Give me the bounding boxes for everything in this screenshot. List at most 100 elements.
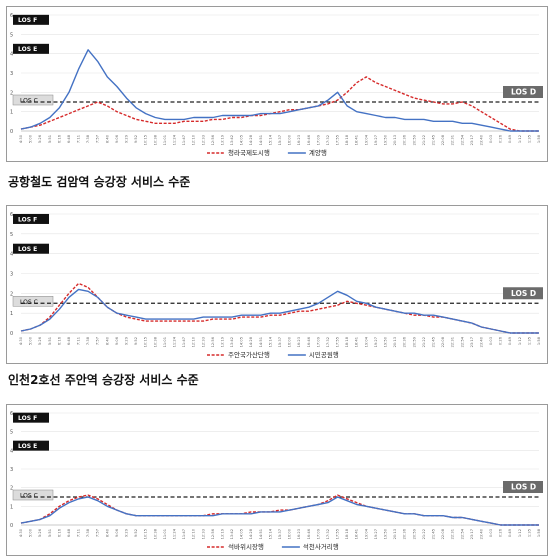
x-tick-label: 16:23	[297, 529, 301, 539]
x-tick-label: 12:33	[201, 337, 205, 347]
x-tick-label: 12:33	[201, 135, 205, 145]
x-tick-label: 6:16	[57, 134, 61, 143]
x-tick-label: 7:38	[86, 134, 90, 143]
x-tick-label: 20:36	[403, 134, 407, 145]
x-tick-label: 5:00	[29, 528, 33, 537]
x-tick-label: 23:17	[470, 135, 474, 145]
chart-panel-2: 0 1 2 3 4 5 6 LOS F LOS E LOS C LOS D 4:30 5:00 5:26 5…	[6, 205, 548, 364]
x-tick-label: 21:45	[431, 337, 435, 347]
x-tick-label: 21:22	[422, 337, 426, 347]
x-tick-label: 20:59	[412, 134, 416, 145]
x-tick-label: 7:57	[96, 337, 100, 345]
series-line-2	[20, 49, 539, 132]
x-tick-label: 11:01	[163, 337, 167, 347]
series-line-1	[20, 76, 539, 132]
x-tick-label: 16:23	[297, 337, 301, 347]
legend-label-2: 석천사거리행	[303, 542, 339, 551]
x-tick-label: 12:56	[211, 528, 215, 539]
x-tick-label: 22:31	[451, 529, 455, 539]
los-d-box	[503, 287, 543, 300]
x-tick-label: 19:50	[384, 336, 388, 347]
x-tick-label: 15:14	[268, 528, 272, 539]
x-tick-label: 1:12	[518, 529, 522, 537]
x-tick-label: 23:17	[470, 529, 474, 539]
x-tick-label: 19:27	[374, 337, 378, 347]
los-f-box	[13, 14, 49, 25]
x-tick-label: 9:06	[115, 528, 119, 537]
x-tick-label: 11:01	[163, 135, 167, 145]
y-tick-label: 1	[10, 504, 13, 510]
y-tick-label: 6	[10, 411, 13, 417]
x-tick-label: 22:54	[460, 134, 464, 145]
x-tick-label: 10:38	[153, 134, 157, 145]
x-tick-label: 11:24	[172, 134, 176, 145]
x-tick-label: 14:05	[240, 135, 244, 145]
x-tick-label: 22:08	[441, 528, 445, 539]
los-c-label: LOS C	[20, 98, 38, 105]
x-tick-label: 18:18	[345, 336, 349, 347]
x-tick-label: 16:00	[288, 336, 292, 347]
x-tick-label: 1:12	[518, 135, 522, 143]
x-tick-label: 10:15	[144, 529, 148, 539]
x-tick-label: 12:33	[201, 529, 205, 539]
x-tick-label: 16:46	[307, 336, 311, 347]
los-c-box	[12, 94, 54, 106]
x-tick-label: 6:16	[57, 336, 61, 345]
x-tick-label: 0:03	[489, 529, 493, 537]
chart-panel-3: 0 1 2 3 4 5 6 LOS F LOS E LOS C LOS D 4:30 5:00 5:26 5…	[6, 404, 548, 556]
los-e-label: LOS E	[18, 246, 37, 253]
chart-panel-1: 0 1 2 3 4 5 6 LOS F LOS E LOS C LOS D 4:30 5:00 5:26 5…	[6, 6, 548, 162]
x-tick-label: 1:58	[537, 528, 541, 537]
x-tick-label: 22:31	[451, 337, 455, 347]
x-tick-label: 11:24	[172, 528, 176, 539]
x-tick-label: 9:52	[134, 135, 138, 143]
x-tick-label: 9:29	[125, 336, 129, 345]
x-tick-label: 11:47	[182, 135, 186, 145]
legend-label-2: 계양행	[309, 148, 327, 157]
x-tick-label: 0:26	[499, 528, 503, 537]
chart-3-svg: 0 1 2 3 4 5 6 LOS F LOS E LOS C LOS D 4:30 5:00 5:26 5…	[10, 411, 543, 551]
x-tick-label: 10:15	[144, 135, 148, 145]
x-tick-label: 21:22	[422, 135, 426, 145]
los-f-box	[13, 412, 49, 423]
x-tick-label: 6:48	[67, 336, 71, 345]
legend-label-2: 시민공원행	[309, 350, 339, 359]
chart-2-caption: 인천2호선 주안역 승강장 서비스 수준	[8, 373, 199, 387]
x-tick-label: 20:36	[403, 528, 407, 539]
x-tick-label: 11:24	[172, 336, 176, 347]
x-tick-label: 4:30	[19, 336, 23, 345]
x-tick-label: 22:54	[460, 336, 464, 347]
x-tick-label: 17:09	[316, 134, 320, 145]
x-tick-label: 15:14	[268, 134, 272, 145]
y-tick-label: 6	[10, 212, 13, 218]
x-tick-label: 5:26	[38, 528, 42, 537]
x-tick-label: 15:37	[278, 337, 282, 347]
x-tick-label: 16:23	[297, 135, 301, 145]
x-tick-label: 16:00	[288, 528, 292, 539]
los-f-label: LOS F	[18, 216, 37, 223]
x-tick-label: 7:57	[96, 529, 100, 537]
x-tick-label: 20:59	[412, 336, 416, 347]
x-tick-label: 22:54	[460, 528, 464, 539]
x-tick-label: 1:35	[527, 135, 531, 143]
x-tick-label: 17:09	[316, 336, 320, 347]
x-tick-label: 14:51	[259, 337, 263, 347]
x-tick-label: 0:26	[499, 336, 503, 345]
x-tick-label: 19:27	[374, 529, 378, 539]
y-tick-label: 0	[10, 129, 13, 135]
x-tick-label: 10:15	[144, 337, 148, 347]
y-tick-label: 4	[10, 252, 13, 258]
chart-2-svg: 0 1 2 3 4 5 6 LOS F LOS E LOS C LOS D 4:30 5:00 5:26 5…	[10, 212, 543, 359]
x-tick-label: 17:32	[326, 337, 330, 347]
x-tick-label: 1:12	[518, 337, 522, 345]
x-tick-label: 19:50	[384, 134, 388, 145]
los-f-box	[13, 213, 49, 224]
x-tick-label: 1:35	[527, 337, 531, 345]
x-tick-label: 5:26	[38, 134, 42, 143]
los-d-label: LOS D	[511, 483, 536, 492]
y-tick-label: 6	[10, 13, 13, 19]
x-tick-label: 14:51	[259, 135, 263, 145]
legend-label-1: 주안국가산단행	[228, 350, 270, 359]
x-tick-label: 18:18	[345, 528, 349, 539]
x-tick-label: 17:55	[336, 135, 340, 145]
